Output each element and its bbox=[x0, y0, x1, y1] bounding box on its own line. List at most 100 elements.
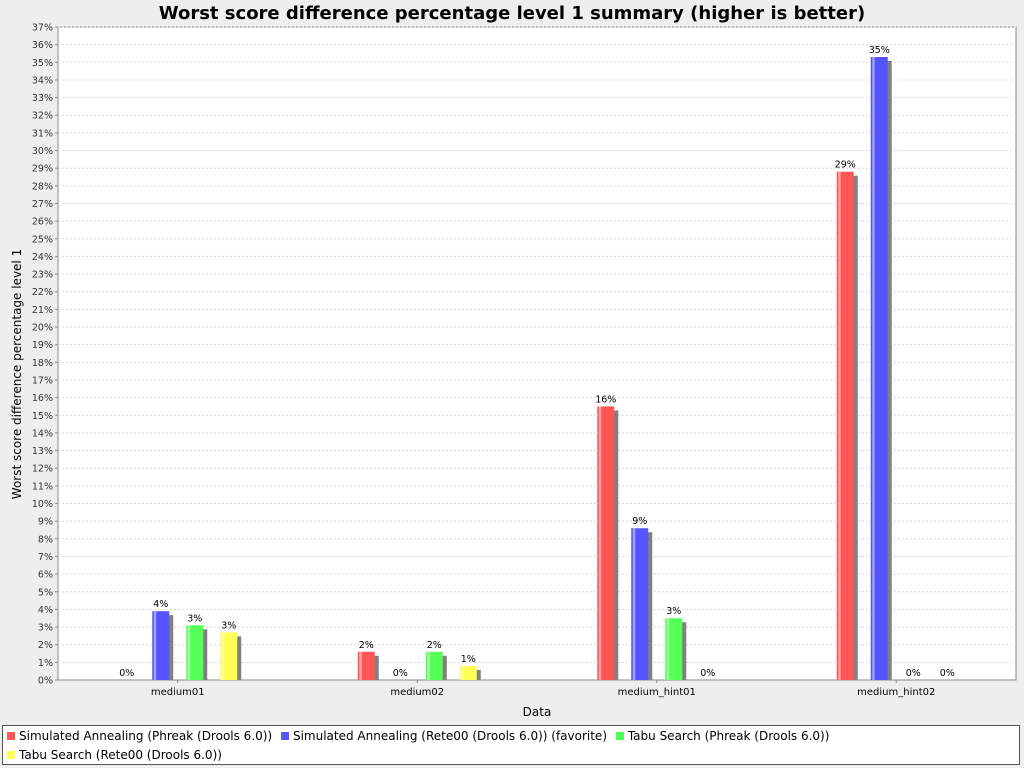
y-tick-label: 19% bbox=[32, 340, 53, 351]
legend-label: Tabu Search (Phreak (Drools 6.0)) bbox=[627, 729, 830, 743]
bar-highlight bbox=[598, 406, 602, 680]
legend-swatch-ts-rete bbox=[7, 751, 15, 759]
chart: Worst score difference percentage level … bbox=[10, 3, 1017, 719]
legend-item-ts-phreak: Tabu Search (Phreak (Drools 6.0)) bbox=[615, 728, 830, 744]
legend-item-sa-rete: Simulated Annealing (Rete00 (Drools 6.0)… bbox=[280, 728, 607, 744]
y-tick-label: 33% bbox=[32, 93, 53, 104]
bar bbox=[186, 625, 204, 680]
bar bbox=[870, 57, 888, 681]
y-tick-label: 26% bbox=[32, 217, 53, 228]
y-tick-label: 0% bbox=[38, 676, 53, 687]
data-label: 0% bbox=[700, 668, 715, 679]
data-label: 0% bbox=[940, 668, 955, 679]
x-tick-label: medium01 bbox=[151, 687, 205, 698]
bar-highlight bbox=[666, 618, 670, 680]
y-tick-label: 13% bbox=[32, 446, 53, 457]
y-tick-label: 3% bbox=[38, 623, 53, 634]
data-label: 0% bbox=[393, 668, 408, 679]
y-tick-label: 1% bbox=[38, 658, 53, 669]
data-label: 3% bbox=[221, 620, 236, 631]
bar-highlight bbox=[153, 611, 157, 680]
data-label: 3% bbox=[187, 613, 202, 624]
y-axis-ticks: 0% 1% 2% 3% 4% 5% 6% 7% 8% 9% 10% 11% 12% 13% 14% 15% 16… bbox=[32, 23, 58, 687]
chart-title: Worst score difference percentage level … bbox=[159, 3, 865, 24]
legend-swatch-sa-rete bbox=[280, 732, 289, 740]
legend-swatch-sa-phreak bbox=[7, 732, 15, 740]
bar-highlight bbox=[461, 665, 464, 680]
y-tick-label: 5% bbox=[38, 587, 53, 598]
bar-highlight bbox=[359, 651, 362, 680]
x-tick-label: medium_hint02 bbox=[857, 687, 935, 698]
legend-item-sa-phreak: Simulated Annealing (Phreak (Drools 6.0)… bbox=[7, 728, 272, 744]
y-axis-label: Worst score difference percentage level … bbox=[10, 249, 24, 499]
x-tick-label: medium_hint01 bbox=[618, 687, 696, 698]
y-tick-label: 6% bbox=[38, 570, 53, 581]
bar-highlight bbox=[838, 171, 841, 680]
x-axis-label: Data bbox=[523, 705, 552, 719]
y-tick-label: 32% bbox=[32, 111, 53, 122]
bar bbox=[220, 632, 238, 680]
bar bbox=[459, 665, 477, 680]
y-tick-label: 18% bbox=[32, 358, 53, 369]
data-label: 2% bbox=[427, 640, 442, 651]
bar bbox=[631, 528, 649, 680]
bar-highlight bbox=[632, 528, 636, 680]
y-tick-label: 24% bbox=[32, 252, 53, 263]
bar bbox=[357, 651, 375, 680]
bar bbox=[425, 651, 443, 680]
data-label: 0% bbox=[119, 668, 134, 679]
y-tick-label: 25% bbox=[32, 234, 53, 245]
y-tick-label: 34% bbox=[32, 75, 53, 86]
bar bbox=[152, 611, 170, 680]
bar-highlight bbox=[221, 632, 225, 680]
y-tick-label: 23% bbox=[32, 270, 53, 281]
data-label: 16% bbox=[595, 394, 616, 405]
legend-swatch-ts-phreak bbox=[615, 732, 624, 740]
y-tick-label: 15% bbox=[32, 411, 53, 422]
y-tick-label: 14% bbox=[32, 428, 53, 439]
y-tick-label: 31% bbox=[32, 128, 53, 139]
y-tick-label: 10% bbox=[32, 499, 53, 510]
bar-highlight bbox=[427, 651, 430, 680]
y-tick-label: 9% bbox=[38, 517, 53, 528]
legend-row-1: Simulated Annealing (Phreak (Drools 6.0)… bbox=[7, 728, 834, 744]
x-axis-ticks: medium01 medium02 medium_hint01 medium_hint… bbox=[151, 680, 935, 698]
x-tick-label: medium02 bbox=[390, 687, 444, 698]
bars bbox=[152, 57, 892, 681]
legend-label: Simulated Annealing (Rete00 (Drools 6.0)… bbox=[292, 729, 607, 743]
data-label: 29% bbox=[835, 160, 856, 171]
data-label: 0% bbox=[906, 668, 921, 679]
data-label: 4% bbox=[153, 599, 168, 610]
y-tick-label: 27% bbox=[32, 199, 53, 210]
data-label: 9% bbox=[632, 516, 647, 527]
y-tick-label: 8% bbox=[38, 534, 53, 545]
y-tick-label: 4% bbox=[38, 605, 53, 616]
data-label: 35% bbox=[869, 45, 890, 56]
y-tick-label: 7% bbox=[38, 552, 53, 563]
data-label: 1% bbox=[461, 654, 476, 665]
y-tick-label: 11% bbox=[32, 481, 53, 492]
legend-label: Tabu Search (Rete00 (Drools 6.0)) bbox=[19, 748, 222, 762]
bar-highlight bbox=[872, 57, 875, 681]
y-tick-label: 20% bbox=[32, 323, 53, 334]
legend: Simulated Annealing (Phreak (Drools 6.0)… bbox=[2, 725, 1020, 765]
y-tick-label: 30% bbox=[32, 146, 53, 157]
bar bbox=[665, 618, 683, 680]
y-tick-label: 12% bbox=[32, 464, 53, 475]
y-tick-label: 36% bbox=[32, 40, 53, 51]
bar bbox=[597, 406, 615, 680]
y-tick-label: 37% bbox=[32, 23, 53, 34]
data-label: 3% bbox=[666, 606, 681, 617]
legend-row-2: Tabu Search (Rete00 (Drools 6.0)) bbox=[7, 747, 227, 763]
y-tick-label: 16% bbox=[32, 393, 53, 404]
bar bbox=[836, 171, 854, 680]
y-tick-label: 28% bbox=[32, 181, 53, 192]
y-tick-label: 21% bbox=[32, 305, 53, 316]
legend-label: Simulated Annealing (Phreak (Drools 6.0)… bbox=[19, 729, 273, 743]
bar-highlight bbox=[187, 625, 191, 680]
y-tick-label: 29% bbox=[32, 164, 53, 175]
data-label: 2% bbox=[359, 640, 374, 651]
y-tick-label: 35% bbox=[32, 58, 53, 69]
legend-item-ts-rete: Tabu Search (Rete00 (Drools 6.0)) bbox=[7, 747, 222, 763]
y-tick-label: 22% bbox=[32, 287, 53, 298]
